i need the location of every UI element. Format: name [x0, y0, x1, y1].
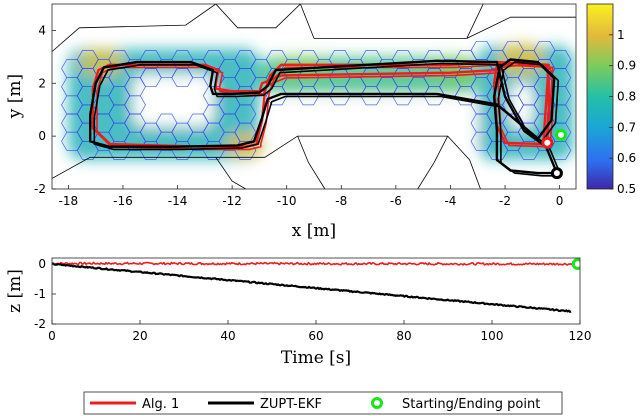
map-markers — [541, 128, 567, 180]
z-series-alg1 — [52, 261, 580, 266]
map-y-tick-label: -2 — [34, 182, 46, 196]
map-x-tick-label: -10 — [277, 194, 297, 208]
trajectory-alg1 — [91, 60, 550, 148]
z-x-ticks: 0 20 40 60 80 100 120 — [48, 320, 591, 343]
z-plot: 0 20 40 60 80 100 120 -2 -1 0 Time [s] z [m] — [5, 257, 591, 368]
map-plot-frame — [51, 3, 577, 190]
colorbar-tick-label: 0.8 — [617, 90, 636, 104]
z-plot-background — [52, 258, 580, 324]
z-y-axis-label: z [m] — [5, 269, 25, 313]
map-x-axis-label: x [m] — [292, 221, 336, 241]
z-y-tick-label: -2 — [34, 317, 46, 331]
map-y-tick-label: 4 — [38, 23, 46, 37]
wall-line — [417, 135, 449, 189]
legend-label-alg1: Alg. 1 — [142, 397, 179, 412]
colorbar-tick-label: 0.7 — [617, 120, 636, 134]
colorbar-tick-label: 0.6 — [617, 151, 636, 165]
z-x-tick-label: 80 — [396, 329, 411, 343]
marker-start-end — [554, 128, 567, 141]
colorbar-tick-label: 0.9 — [617, 59, 636, 73]
z-x-tick-label: 20 — [132, 329, 147, 343]
trajectory-zupt-ekf-lap — [93, 61, 562, 177]
map-x-tick-label: -6 — [390, 194, 402, 208]
trajectory-zupt-ekf — [88, 58, 559, 175]
z-x-tick-label: 100 — [481, 329, 504, 343]
map-y-tick-label: 2 — [38, 76, 46, 90]
legend-label-zupt: ZUPT-EKF — [260, 397, 322, 412]
marker-zupt-end — [550, 167, 563, 180]
map-x-tick-label: -2 — [499, 194, 511, 208]
z-y-tick-label: 0 — [38, 257, 46, 271]
z-marker-start-end — [571, 258, 580, 270]
wall-line — [297, 135, 326, 189]
heatmap-hole — [133, 75, 214, 126]
map-x-tick-label: -18 — [59, 194, 79, 208]
colorbar: 0.5 0.6 0.7 0.8 0.9 1 — [586, 3, 636, 196]
legend-label-start: Starting/Ending point — [402, 397, 540, 412]
legend-box — [83, 391, 563, 415]
z-x-axis-label: Time [s] — [281, 348, 351, 368]
heatmap-hole — [270, 101, 478, 150]
colorbar-tick-label: 1 — [617, 28, 625, 42]
wall-line — [300, 4, 315, 39]
z-x-tick-label: 120 — [569, 329, 592, 343]
z-x-tick-label: 40 — [220, 329, 235, 343]
colorbar-ticks: 0.5 0.6 0.7 0.8 0.9 1 — [609, 28, 636, 196]
z-markers — [571, 258, 580, 270]
trajectory-alg1-lap — [96, 64, 554, 151]
legend-swatch-start — [371, 397, 383, 409]
wall-line — [52, 4, 217, 52]
wall-line — [466, 16, 576, 39]
map-x-tick-label: -12 — [222, 194, 242, 208]
map-y-axis-label: y [m] — [5, 74, 25, 119]
wall-line — [215, 135, 481, 189]
map-x-tick-label: -16 — [113, 194, 133, 208]
z-x-tick-label: 60 — [308, 329, 323, 343]
z-y-tick-label: -1 — [34, 287, 46, 301]
wall-line — [215, 4, 301, 29]
map-x-tick-label: -8 — [335, 194, 347, 208]
map-y-ticks: -2 0 2 4 — [34, 23, 56, 196]
map-y-tick-label: 0 — [38, 129, 46, 143]
marker-alg1-end — [541, 136, 554, 149]
map-plot: -18 -16 -14 -12 -10 -8 -6 -4 -2 0 -2 0 2 4 x [m] y [… — [5, 3, 577, 241]
map-x-tick-label: 0 — [556, 194, 564, 208]
z-y-ticks: -2 -1 0 — [34, 257, 56, 331]
map-x-tick-label: -14 — [168, 194, 188, 208]
wall-line — [466, 4, 484, 39]
z-x-tick-label: 0 — [48, 329, 56, 343]
z-series-zupt-ekf — [52, 262, 572, 313]
colorbar-tick-label: 0.5 — [617, 182, 636, 196]
building-walls — [52, 4, 576, 189]
z-series — [52, 261, 580, 313]
legend: Alg. 1 ZUPT-EKF Starting/Ending point — [83, 391, 563, 415]
map-x-ticks: -18 -16 -14 -12 -10 -8 -6 -4 -2 0 — [59, 185, 564, 208]
map-x-tick-label: -4 — [444, 194, 456, 208]
map-series — [88, 58, 562, 177]
